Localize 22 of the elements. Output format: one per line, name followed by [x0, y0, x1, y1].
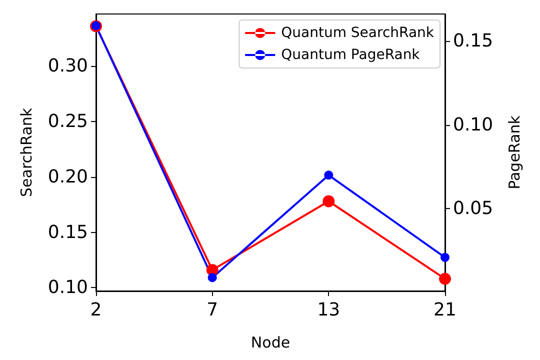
point — [208, 273, 217, 282]
y-tick-label: 0.30 — [48, 56, 88, 77]
y2-tick-label: 0.10 — [453, 114, 494, 136]
y-tick-label: 0.25 — [48, 110, 88, 132]
point — [322, 195, 335, 208]
point — [439, 272, 451, 285]
y-tick-label: 0.15 — [48, 222, 88, 243]
y-tick-label: 0.10 — [48, 277, 88, 298]
legend-label: Quantum PageRank — [281, 47, 421, 63]
y2-tick-label: 0.15 — [453, 30, 494, 52]
y2-axis-title: PageRank — [506, 115, 524, 190]
x-axis-title: Node — [250, 334, 290, 352]
y-tick-label: 0.20 — [48, 166, 88, 188]
x-tick-label: 21 — [434, 300, 456, 320]
point — [440, 252, 450, 262]
x-tick-label: 7 — [206, 300, 218, 320]
x-tick-label: 13 — [317, 300, 340, 320]
y2-tick-label: 0.05 — [453, 198, 494, 220]
y-axis-title: SearchRank — [18, 108, 36, 198]
point — [324, 170, 334, 180]
legend-label: Quantum SearchRank — [281, 25, 435, 41]
x-tick-label: 2 — [90, 300, 102, 320]
